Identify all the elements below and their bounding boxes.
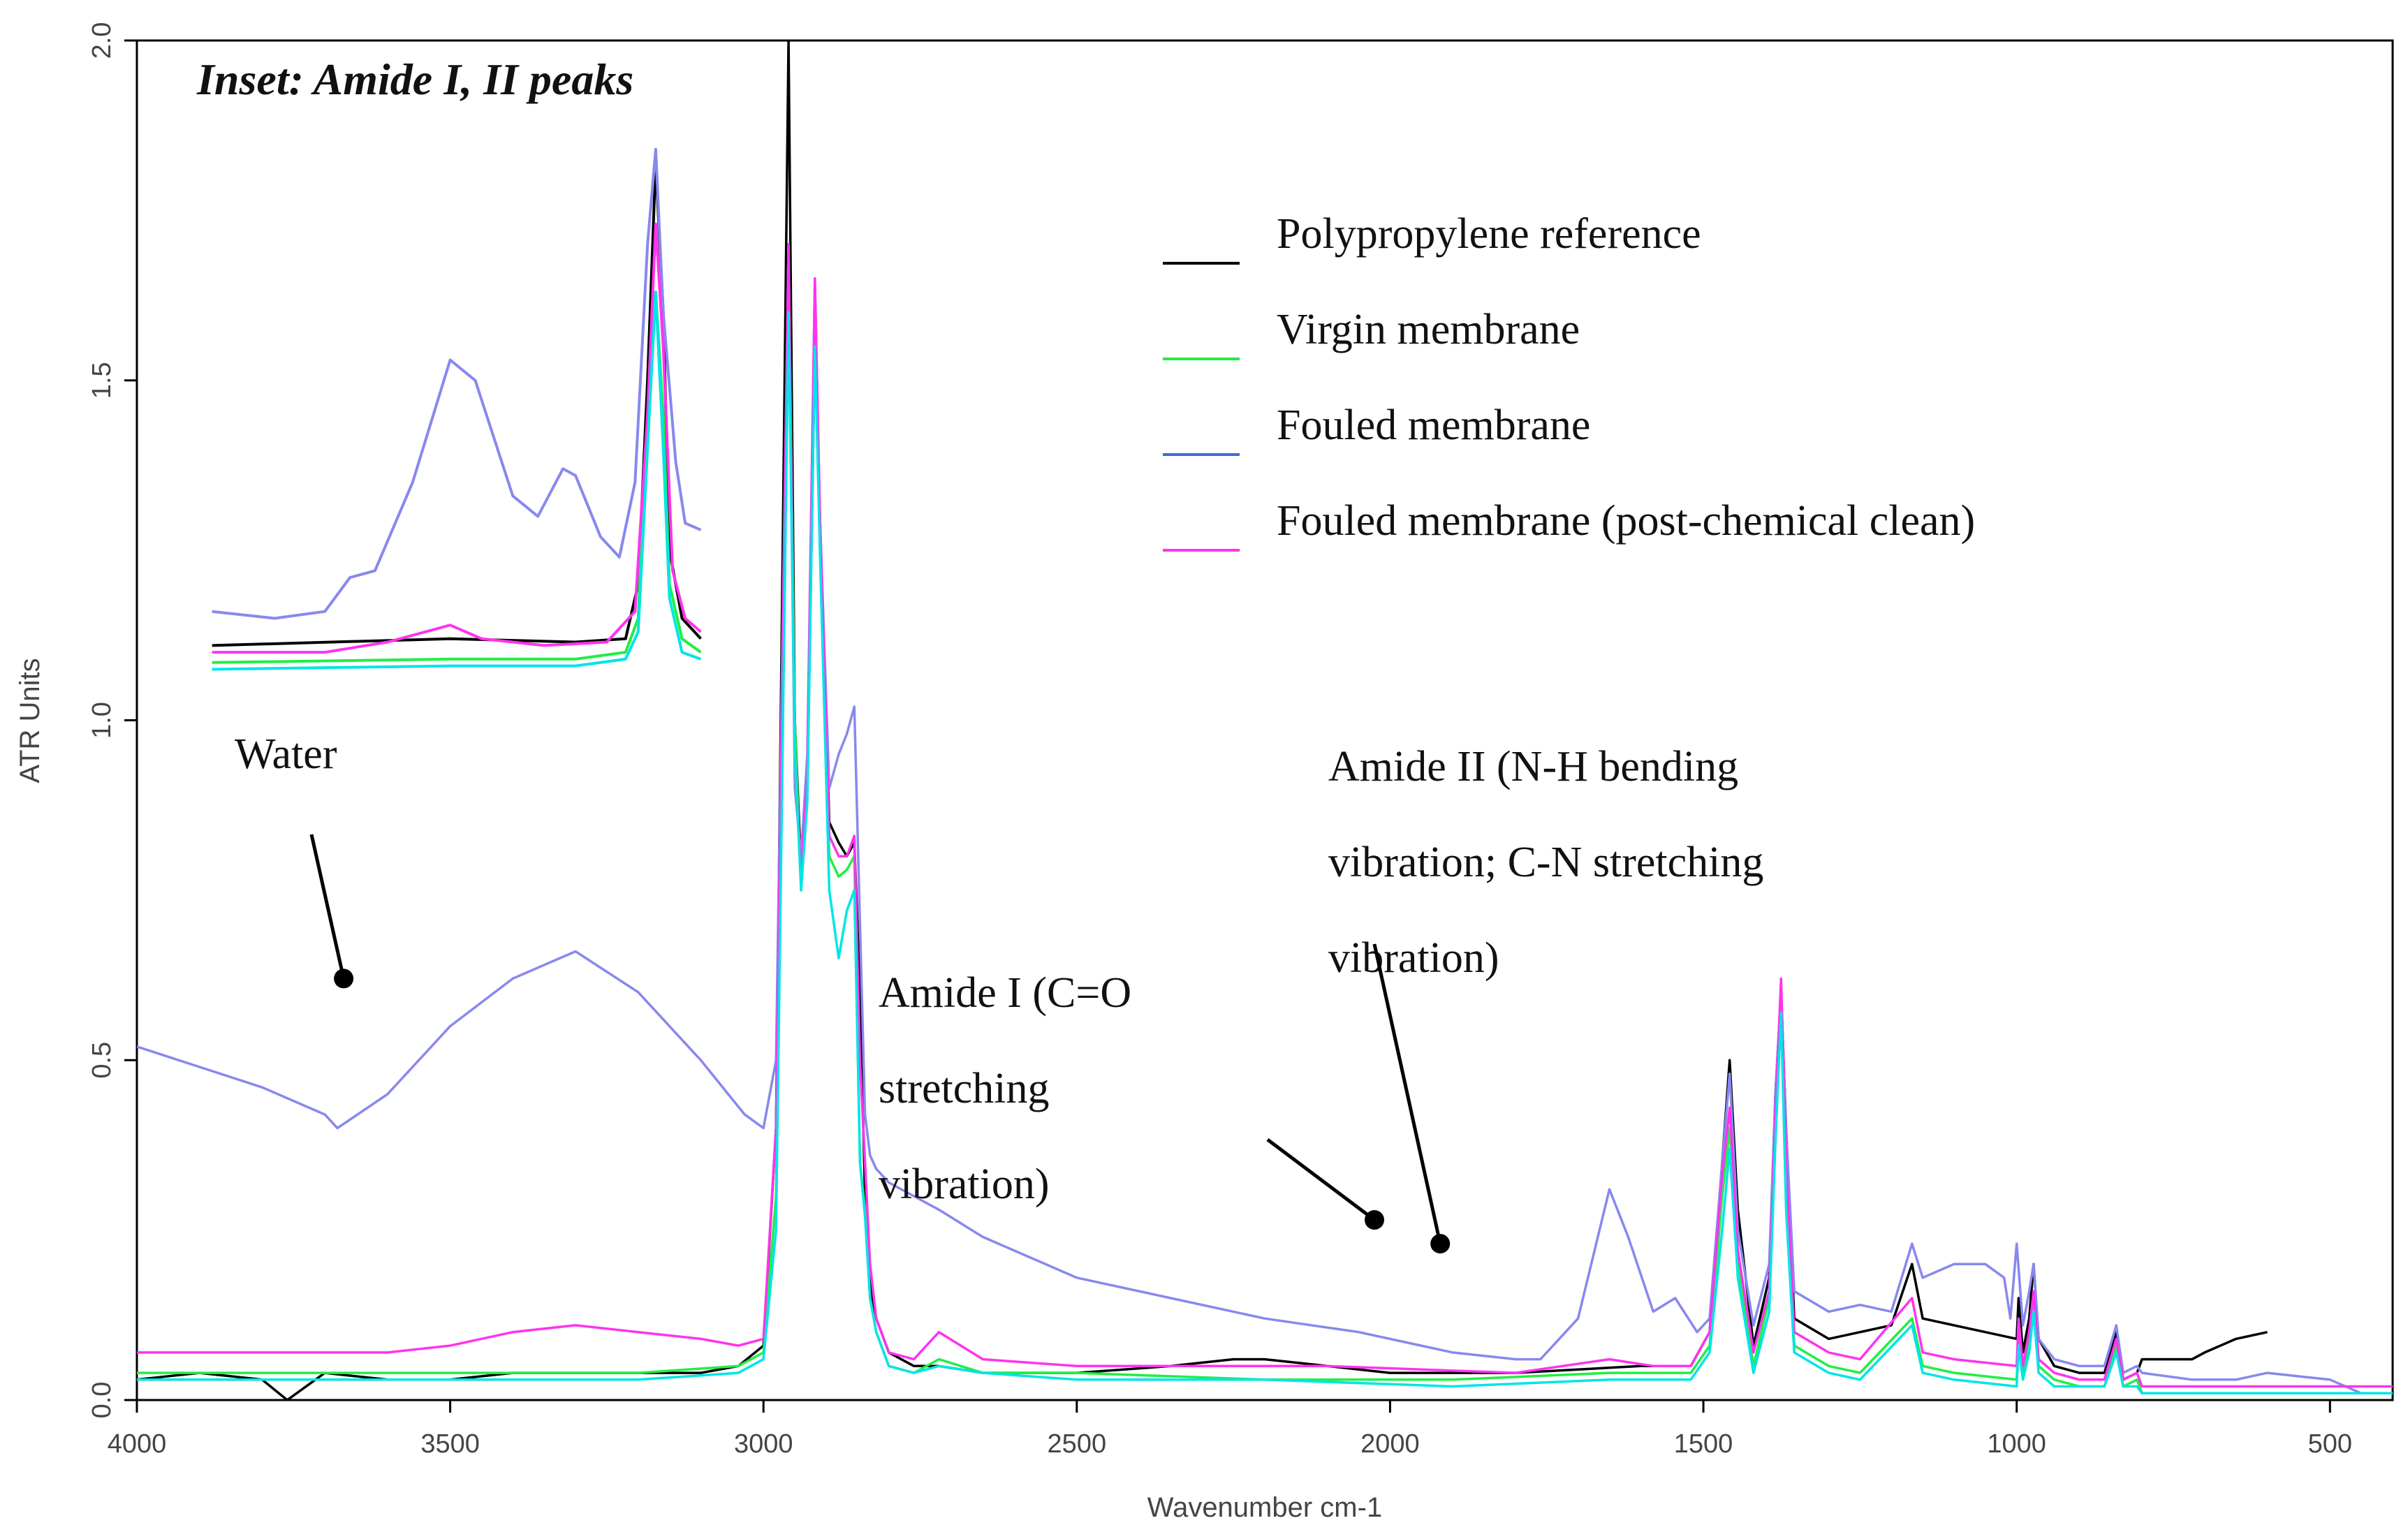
main-series-group [137, 40, 2393, 1400]
series-line-fouled-membrane [137, 243, 2393, 1395]
y-axis: 0.0 0.5 1.0 1.5 2.0 [87, 22, 137, 1419]
annotation-text-amide-i: Amide I (C=O stretching vibration) [879, 969, 1131, 1208]
annotation-pointer-amide-i [1266, 1138, 1376, 1222]
y-tick-label: 0.0 [87, 1382, 117, 1419]
legend-label-fouled-membrane: Fouled membrane [1277, 402, 1590, 449]
inset-line-cyan-trace [212, 290, 702, 671]
annotation-pointer-amide-ii [1372, 943, 1442, 1244]
x-tick-label: 3000 [734, 1429, 793, 1459]
annotation-text-amide-ii: Amide II (N-H bending vibration; C-N stre… [1328, 743, 1763, 982]
inset-line-fouled-membrane-post-chemical-clean [212, 222, 702, 654]
annotation-pointer-water [309, 834, 346, 979]
legend-label-fouled-membrane-post-chemical-clean: Fouled membrane (post-chemical clean) [1277, 497, 1975, 545]
annotation-dot-amide-ii [1430, 1234, 1451, 1254]
x-axis-title: Wavenumber cm-1 [1147, 1492, 1382, 1523]
legend-label-polypropylene-reference: Polypropylene reference [1277, 210, 1701, 258]
y-tick-label: 0.5 [87, 1042, 117, 1079]
x-tick-label: 2500 [1048, 1429, 1107, 1459]
x-tick-label: 1000 [1987, 1429, 2046, 1459]
x-axis: 4000 3500 3000 2500 2000 1500 1000 500 [108, 1399, 2393, 1459]
annotation-dot-amide-i [1365, 1210, 1385, 1230]
x-tick-label: 500 [2308, 1429, 2352, 1459]
inset-series-group [212, 147, 702, 671]
y-tick-label: 1.5 [87, 362, 117, 399]
legend: Polypropylene reference Virgin membrane Fo… [1163, 210, 1975, 552]
x-tick-label: 4000 [108, 1429, 167, 1459]
inset-title: Inset: Amide I, II peaks [196, 54, 633, 104]
legend-label-virgin-membrane: Virgin membrane [1277, 306, 1580, 353]
annotation-text-water: Water [235, 730, 337, 778]
series-line-polypropylene-reference [137, 40, 2268, 1400]
annotation-line: Amide I (C=O [879, 969, 1131, 1017]
annotation-line: vibration) [1328, 934, 1499, 982]
annotation-line: Water [235, 730, 337, 778]
plot-frame [135, 39, 2394, 1401]
series-line-fouled-membrane-post-chemical-clean [137, 243, 2393, 1388]
x-tick-label: 3500 [420, 1429, 480, 1459]
x-tick-label: 2000 [1360, 1429, 1420, 1459]
annotation-line: Amide II (N-H bending [1328, 743, 1738, 790]
inset-line-fouled-membrane [212, 147, 702, 620]
annotation-dot-water [334, 969, 354, 989]
y-tick-label: 2.0 [87, 22, 117, 59]
x-tick-label: 1500 [1674, 1429, 1733, 1459]
y-tick-label: 1.0 [87, 702, 117, 739]
y-axis-title: ATR Units [15, 658, 45, 783]
series-line-virgin-membrane [137, 243, 2393, 1395]
inset-line-polypropylene-reference [212, 161, 702, 647]
inset-line-virgin-membrane [212, 290, 702, 664]
annotation-line: stretching [879, 1065, 1050, 1112]
annotation-line: vibration) [879, 1161, 1050, 1208]
annotation-line: vibration; C-N stretching [1328, 839, 1763, 886]
series-line-cyan-trace [137, 311, 2393, 1395]
